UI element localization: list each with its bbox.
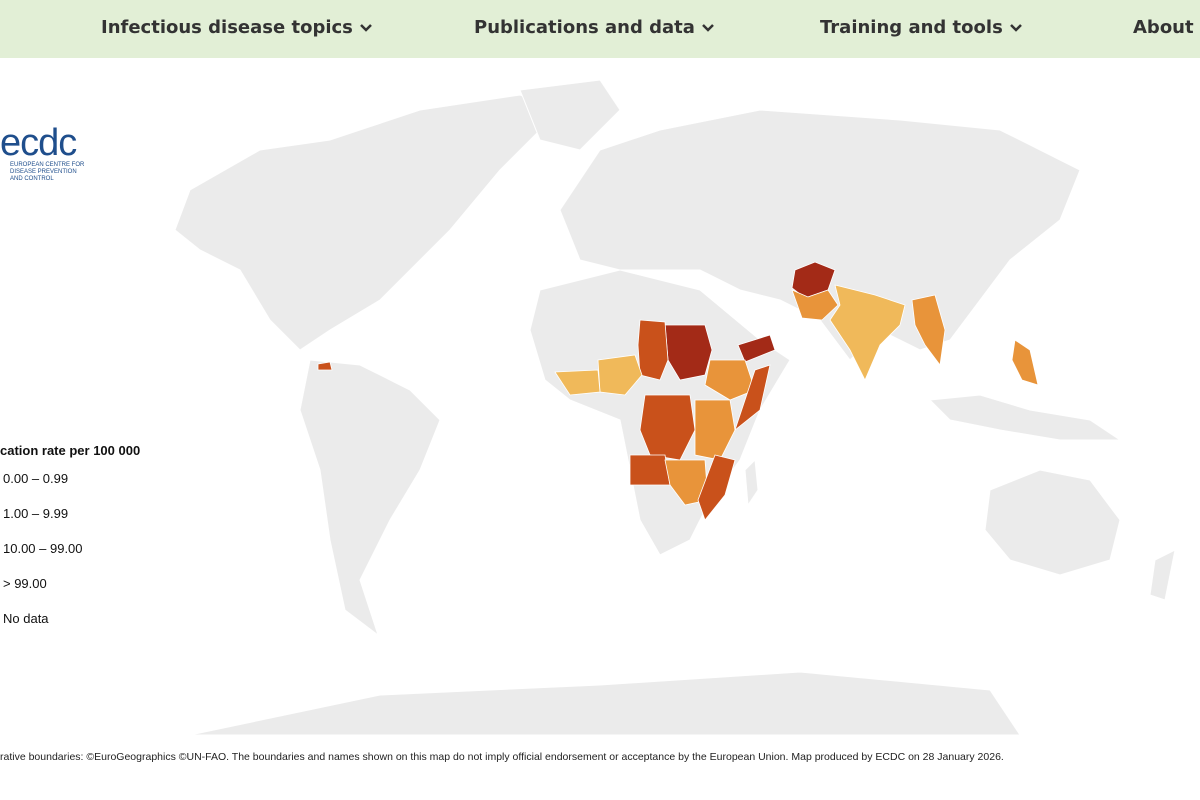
map-footer: rative boundaries: ©EuroGeographics ©UN-…	[0, 751, 1004, 763]
nav-bar: Infectious disease topics Publications a…	[0, 0, 1200, 58]
legend-item: > 99.00	[3, 576, 47, 591]
nav-label[interactable]: Publications and data	[474, 17, 695, 38]
legend-item: No data	[3, 611, 49, 626]
logo-line: DISEASE PREVENTION	[10, 169, 77, 175]
land	[174, 79, 1176, 736]
logo-line: EUROPEAN CENTRE FOR	[10, 162, 85, 168]
highlighted-countries	[317, 261, 1039, 521]
legend-item: 10.00 – 99.00	[3, 541, 83, 556]
nav-label[interactable]: Training and tools	[820, 17, 1003, 38]
world-map	[174, 79, 1176, 736]
nav-label[interactable]: Infectious disease topics	[101, 17, 353, 38]
legend-item: 0.00 – 0.99	[3, 471, 69, 486]
nav-label[interactable]: About E	[1133, 17, 1200, 38]
chevron	[702, 24, 714, 32]
chevron	[360, 24, 372, 32]
nav-link[interactable]: Training and tools	[820, 17, 1023, 38]
legend-item: 1.00 – 9.99	[3, 506, 69, 521]
logo-line: AND CONTROL	[10, 176, 54, 182]
nav-link[interactable]: About E	[1133, 17, 1200, 38]
logo: ecdc	[0, 122, 77, 164]
chevron	[1009, 24, 1022, 32]
legend-title: cation rate per 100 000	[0, 443, 141, 458]
nav-link[interactable]: Publications and data	[474, 17, 715, 38]
nav-link[interactable]: Infectious disease topics	[101, 17, 373, 38]
